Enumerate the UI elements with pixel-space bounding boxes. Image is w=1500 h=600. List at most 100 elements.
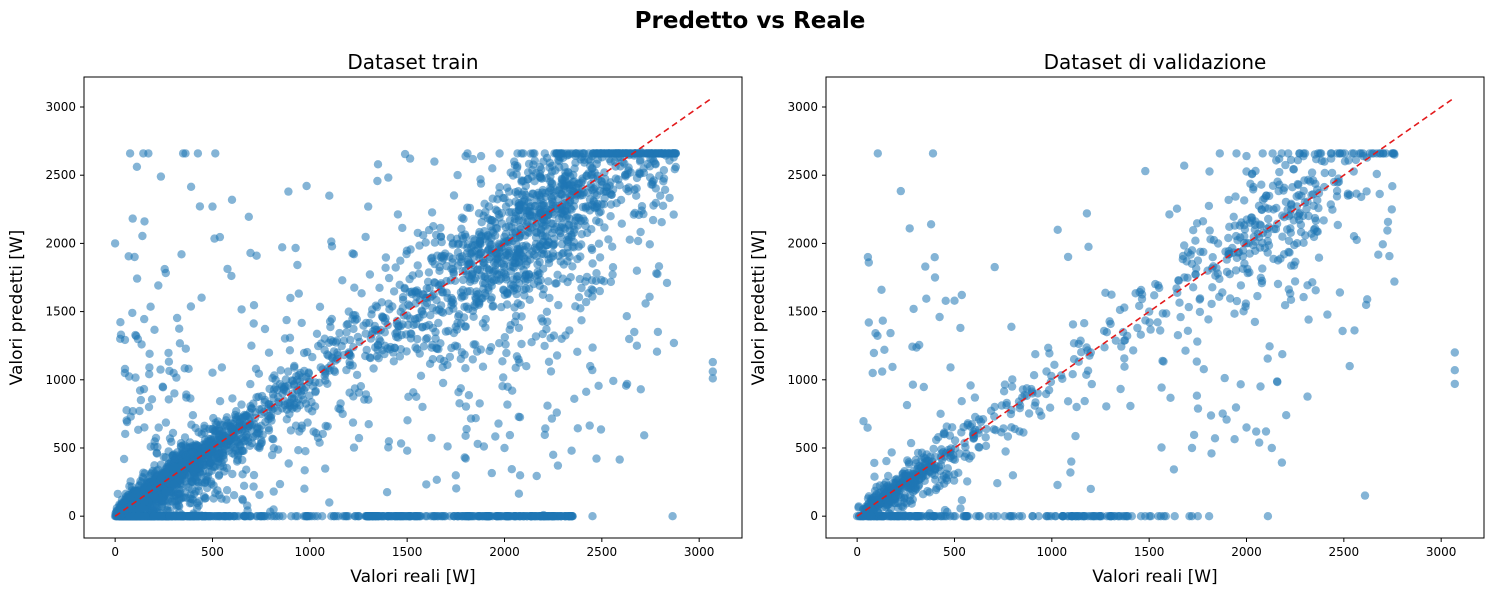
data-point — [1241, 302, 1250, 311]
data-point — [396, 439, 406, 448]
data-point — [878, 316, 887, 325]
data-point — [651, 198, 661, 208]
data-point — [134, 512, 143, 521]
data-point — [291, 243, 300, 253]
data-point — [554, 300, 563, 310]
data-point — [544, 187, 554, 196]
data-point — [140, 314, 149, 324]
data-point — [421, 512, 430, 521]
data-point — [330, 367, 340, 377]
data-point — [192, 441, 202, 450]
data-point — [217, 448, 227, 457]
data-point — [128, 308, 137, 318]
data-point — [506, 285, 515, 294]
data-point — [302, 181, 311, 191]
data-point — [238, 414, 247, 423]
data-point — [430, 157, 439, 166]
data-point — [1268, 149, 1277, 158]
x-tick-label: 500 — [201, 545, 224, 559]
data-point — [384, 173, 393, 182]
data-point — [999, 387, 1009, 396]
data-point — [249, 482, 258, 491]
data-point — [436, 223, 445, 233]
data-point — [569, 228, 578, 237]
data-point — [622, 379, 632, 389]
data-point — [506, 512, 515, 521]
data-point — [481, 323, 490, 332]
data-point — [1204, 201, 1214, 211]
data-point — [669, 210, 678, 219]
data-point — [510, 317, 520, 326]
data-point — [1313, 196, 1322, 205]
data-point — [451, 471, 460, 480]
data-point — [552, 351, 562, 360]
data-point — [449, 512, 459, 521]
data-point — [1286, 224, 1295, 233]
data-point — [138, 231, 147, 241]
data-point — [145, 363, 154, 372]
data-point — [255, 490, 264, 500]
data-point — [188, 448, 198, 457]
data-point — [1210, 434, 1220, 443]
data-point — [1133, 323, 1142, 333]
data-point — [607, 149, 616, 158]
data-point — [1116, 384, 1125, 394]
data-point — [538, 317, 547, 326]
data-point — [542, 325, 551, 334]
data-point — [403, 416, 412, 425]
data-point — [169, 479, 179, 489]
data-point — [1224, 195, 1233, 205]
data-point — [578, 149, 587, 158]
data-point — [590, 168, 599, 177]
data-point — [1220, 373, 1229, 383]
data-point — [1204, 315, 1213, 324]
data-point — [484, 232, 493, 241]
data-point — [469, 512, 478, 521]
data-point — [887, 448, 896, 457]
data-point — [395, 352, 405, 361]
data-point — [113, 489, 123, 499]
data-point — [1309, 232, 1319, 242]
data-point — [975, 443, 984, 452]
data-point — [217, 458, 226, 467]
data-point — [371, 512, 380, 521]
data-point — [530, 177, 539, 186]
data-point — [349, 250, 359, 259]
data-point — [447, 297, 456, 306]
data-point — [645, 173, 655, 182]
data-point — [427, 208, 437, 217]
data-point — [1069, 355, 1079, 364]
data-point — [527, 338, 536, 347]
data-point — [329, 347, 339, 356]
data-point — [344, 307, 353, 316]
data-point — [1096, 512, 1105, 521]
data-point — [1007, 382, 1017, 391]
data-point — [918, 490, 928, 499]
data-point — [1045, 349, 1054, 358]
data-point — [249, 470, 259, 480]
data-point — [282, 315, 291, 325]
data-point — [1001, 447, 1010, 456]
data-point — [486, 215, 495, 225]
data-point — [624, 183, 634, 192]
data-point — [431, 334, 440, 343]
data-point — [422, 480, 431, 489]
data-point — [176, 512, 186, 521]
data-point — [859, 417, 868, 426]
data-point — [323, 350, 332, 359]
data-point — [1231, 403, 1241, 412]
data-point — [1195, 307, 1205, 317]
data-point — [407, 329, 416, 339]
data-point — [600, 194, 609, 203]
data-point — [564, 512, 573, 521]
data-point — [228, 469, 237, 479]
data-point — [486, 295, 496, 304]
data-point — [445, 352, 455, 362]
data-point — [1323, 310, 1332, 319]
data-point — [366, 353, 375, 363]
data-point — [577, 230, 586, 239]
data-point — [1141, 316, 1150, 325]
data-point — [396, 256, 405, 265]
data-point — [1256, 221, 1266, 230]
data-point — [555, 201, 564, 210]
